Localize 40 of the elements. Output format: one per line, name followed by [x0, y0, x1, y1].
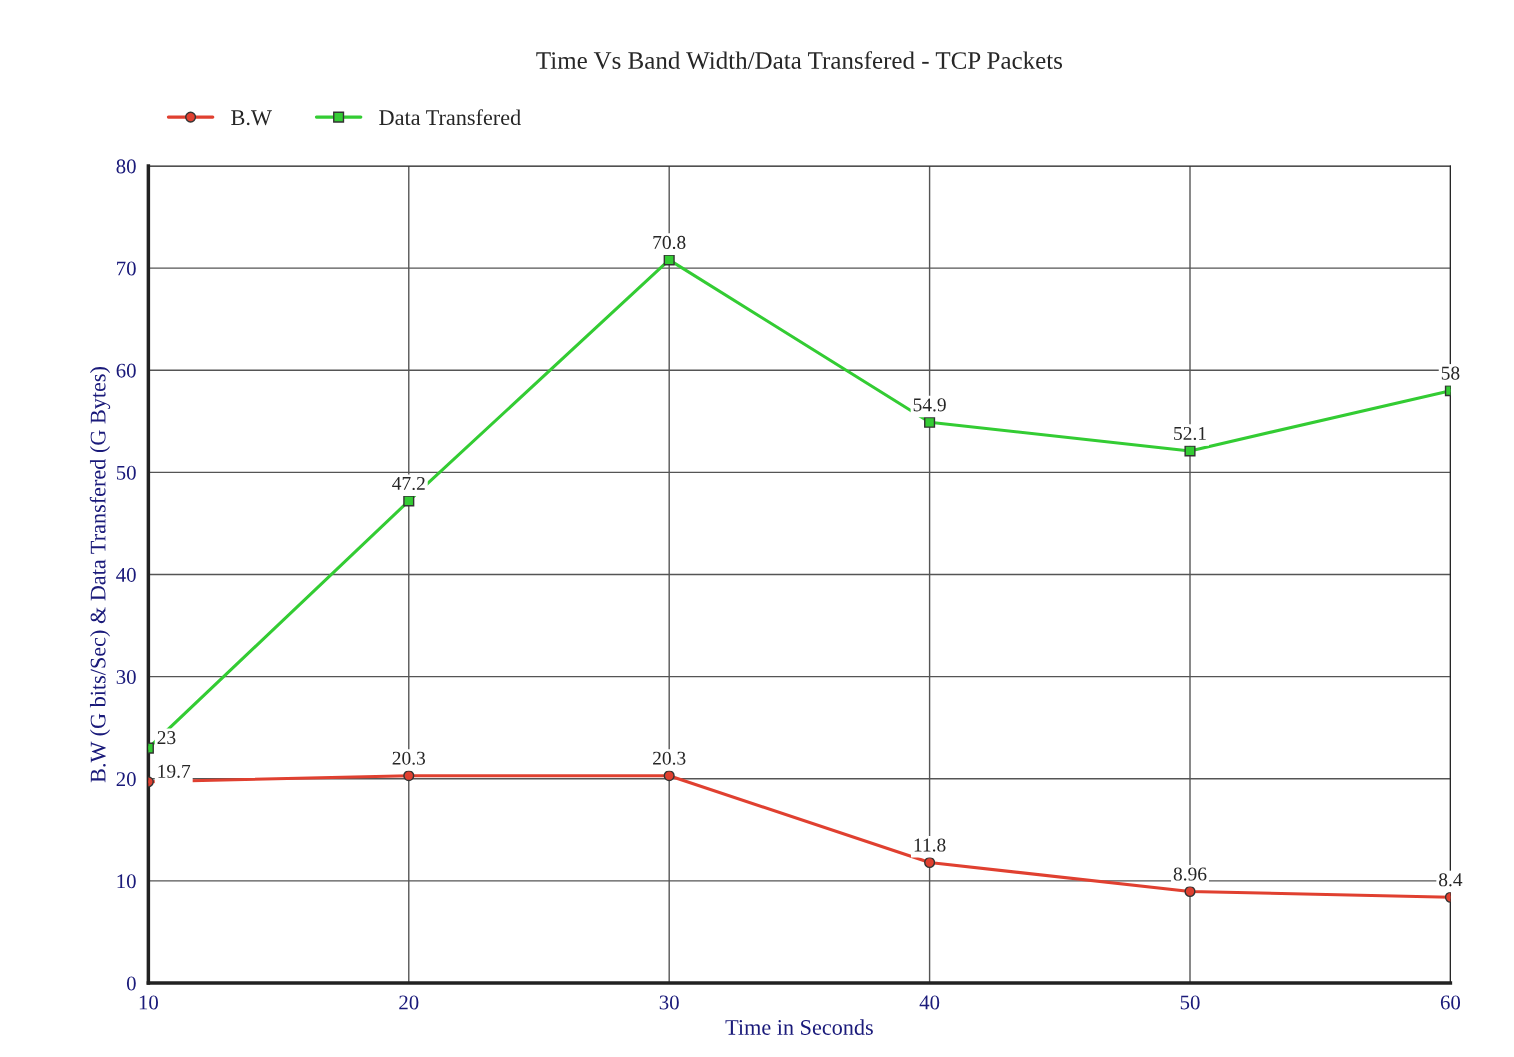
data-label: 11.8	[914, 838, 946, 852]
data-label: 70.8	[653, 235, 686, 250]
y-tick-label: 50	[116, 465, 136, 480]
point	[403, 495, 415, 507]
data-label: 8.4	[1439, 873, 1463, 887]
y-tick-label: 40	[116, 567, 136, 582]
x-tick-label: 20	[399, 995, 419, 1010]
x-tick-label: 50	[1180, 995, 1200, 1010]
y-tick-label: 70	[117, 261, 136, 276]
data-label: 58	[1441, 366, 1460, 380]
point	[663, 770, 675, 782]
legend-label: Data Transfered	[379, 109, 521, 126]
point	[924, 856, 936, 869]
y-tick-label: 60	[116, 363, 136, 378]
point	[663, 254, 675, 266]
x-tick-label: 60	[1440, 995, 1461, 1010]
y-axis-title: B.W (G bits/Sec) & Data Transfered (G Bytes)	[89, 367, 111, 783]
data-label: 8.96	[1173, 867, 1207, 881]
legend-label: B.W	[231, 110, 272, 126]
chart-title: Time Vs Band Width/Data Transfered - TCP Packets	[536, 51, 1063, 70]
y-tick-label: 80	[116, 159, 136, 174]
y-tick-label: 20	[116, 772, 136, 787]
point	[924, 416, 936, 428]
point	[1184, 445, 1196, 457]
y-tick-label: 10	[117, 874, 136, 889]
data-label: 20.3	[653, 751, 686, 765]
data-label: 47.2	[392, 476, 425, 491]
data-label: 23	[157, 731, 176, 745]
point	[1184, 885, 1196, 898]
x-tick-label: 30	[659, 995, 679, 1010]
x-tick-label: 10	[139, 995, 158, 1010]
data-label: 52.1	[1174, 426, 1206, 441]
y-tick-label: 0	[126, 976, 136, 991]
y-tick-label: 30	[116, 669, 136, 685]
data-label: 19.7	[158, 764, 191, 778]
data-label: 20.3	[392, 751, 426, 765]
x-tick-label: 40	[919, 995, 940, 1010]
point	[403, 770, 415, 782]
x-axis-title: Time in Seconds	[725, 1019, 873, 1035]
data-label: 54.9	[913, 398, 946, 412]
